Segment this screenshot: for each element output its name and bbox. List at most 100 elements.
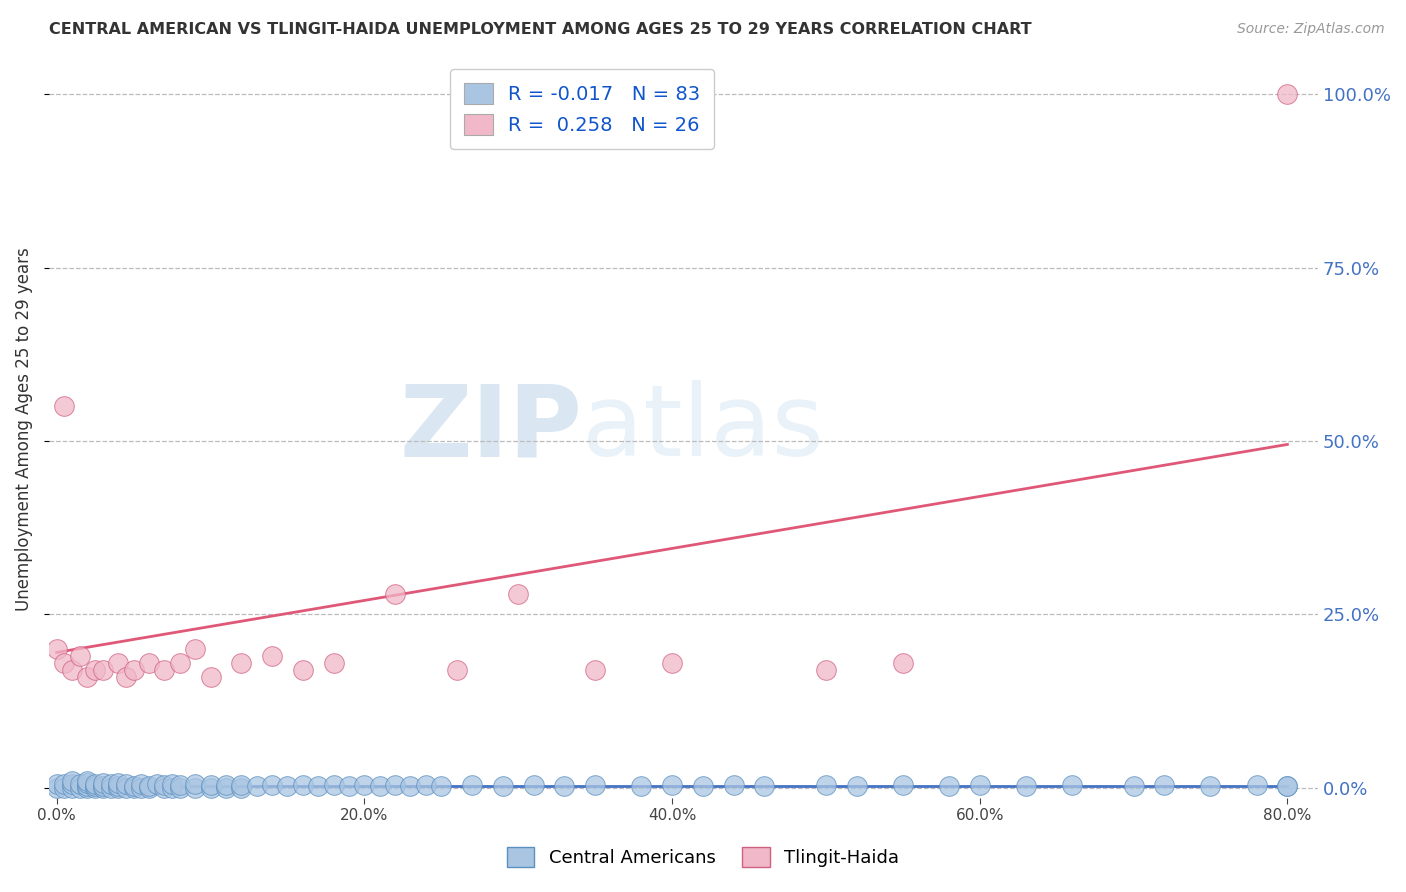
- Point: [1277, 87, 1299, 102]
- Point: [508, 586, 530, 600]
- Point: [107, 656, 129, 670]
- Point: [53, 777, 76, 791]
- Point: [1199, 779, 1222, 793]
- Legend: Central Americans, Tlingit-Haida: Central Americans, Tlingit-Haida: [499, 839, 907, 874]
- Point: [553, 779, 575, 793]
- Point: [184, 642, 207, 657]
- Point: [45, 780, 67, 795]
- Point: [845, 779, 868, 793]
- Point: [938, 779, 960, 793]
- Point: [153, 780, 176, 795]
- Point: [891, 656, 914, 670]
- Point: [231, 656, 253, 670]
- Point: [1246, 778, 1268, 792]
- Point: [69, 648, 91, 663]
- Point: [100, 780, 122, 795]
- Point: [129, 780, 152, 795]
- Point: [138, 656, 160, 670]
- Legend: R = -0.017   N = 83, R =  0.258   N = 26: R = -0.017 N = 83, R = 0.258 N = 26: [450, 70, 714, 149]
- Point: [184, 777, 207, 791]
- Point: [969, 778, 991, 792]
- Point: [260, 648, 283, 663]
- Point: [53, 399, 76, 413]
- Point: [461, 778, 484, 792]
- Point: [76, 670, 98, 684]
- Point: [661, 778, 683, 792]
- Point: [45, 642, 67, 657]
- Point: [1277, 779, 1299, 793]
- Point: [1277, 779, 1299, 793]
- Point: [60, 773, 83, 788]
- Point: [107, 779, 129, 793]
- Point: [84, 663, 107, 677]
- Point: [53, 656, 76, 670]
- Point: [276, 779, 298, 793]
- Point: [138, 780, 160, 795]
- Point: [492, 779, 515, 793]
- Y-axis label: Unemployment Among Ages 25 to 29 years: Unemployment Among Ages 25 to 29 years: [15, 247, 32, 611]
- Point: [231, 780, 253, 795]
- Point: [122, 779, 145, 793]
- Point: [160, 780, 183, 795]
- Point: [522, 778, 544, 792]
- Point: [215, 780, 238, 795]
- Point: [260, 778, 283, 792]
- Point: [291, 663, 314, 677]
- Point: [1153, 778, 1175, 792]
- Point: [215, 778, 238, 792]
- Point: [169, 778, 191, 792]
- Point: [692, 779, 714, 793]
- Point: [384, 778, 406, 792]
- Point: [200, 780, 222, 795]
- Text: atlas: atlas: [582, 380, 824, 477]
- Point: [84, 780, 107, 795]
- Point: [200, 778, 222, 792]
- Point: [129, 777, 152, 791]
- Point: [145, 777, 167, 791]
- Point: [91, 779, 114, 793]
- Point: [814, 778, 837, 792]
- Point: [1122, 779, 1144, 793]
- Point: [322, 656, 344, 670]
- Point: [337, 779, 360, 793]
- Point: [322, 778, 344, 792]
- Point: [60, 663, 83, 677]
- Point: [160, 777, 183, 791]
- Point: [122, 663, 145, 677]
- Point: [231, 778, 253, 792]
- Point: [107, 776, 129, 790]
- Point: [661, 656, 683, 670]
- Point: [53, 780, 76, 795]
- Point: [76, 779, 98, 793]
- Point: [291, 778, 314, 792]
- Text: CENTRAL AMERICAN VS TLINGIT-HAIDA UNEMPLOYMENT AMONG AGES 25 TO 29 YEARS CORRELA: CENTRAL AMERICAN VS TLINGIT-HAIDA UNEMPL…: [49, 22, 1032, 37]
- Point: [91, 663, 114, 677]
- Point: [1015, 779, 1038, 793]
- Point: [891, 778, 914, 792]
- Point: [76, 776, 98, 790]
- Point: [430, 779, 453, 793]
- Point: [368, 779, 391, 793]
- Point: [69, 780, 91, 795]
- Point: [246, 779, 269, 793]
- Point: [307, 779, 329, 793]
- Point: [399, 779, 422, 793]
- Point: [69, 777, 91, 791]
- Point: [115, 670, 138, 684]
- Point: [583, 778, 606, 792]
- Point: [115, 780, 138, 795]
- Text: ZIP: ZIP: [399, 380, 582, 477]
- Point: [169, 780, 191, 795]
- Point: [91, 776, 114, 790]
- Point: [446, 663, 468, 677]
- Point: [415, 778, 437, 792]
- Point: [814, 663, 837, 677]
- Text: Source: ZipAtlas.com: Source: ZipAtlas.com: [1237, 22, 1385, 37]
- Point: [84, 776, 107, 790]
- Point: [353, 778, 375, 792]
- Point: [200, 670, 222, 684]
- Point: [630, 779, 652, 793]
- Point: [100, 777, 122, 791]
- Point: [384, 586, 406, 600]
- Point: [153, 663, 176, 677]
